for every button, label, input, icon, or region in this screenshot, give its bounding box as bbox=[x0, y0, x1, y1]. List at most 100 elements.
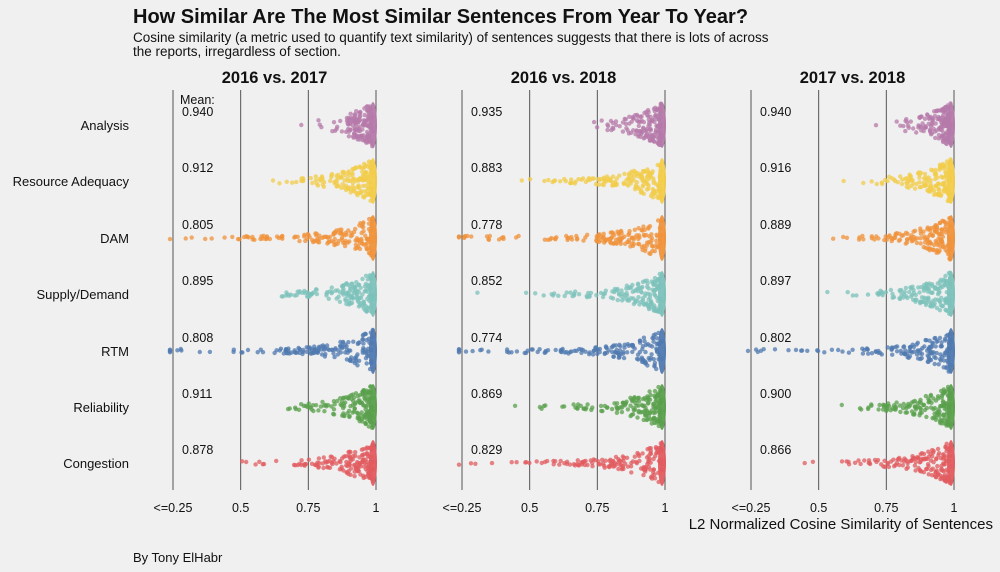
data-point bbox=[621, 466, 626, 472]
data-point bbox=[640, 344, 646, 349]
data-point bbox=[943, 421, 948, 426]
data-point bbox=[656, 384, 661, 390]
data-point bbox=[931, 247, 936, 252]
data-point bbox=[614, 347, 619, 353]
facet-title: 2016 vs. 2018 bbox=[511, 69, 617, 87]
data-point bbox=[632, 235, 637, 240]
data-point bbox=[620, 454, 625, 459]
data-point bbox=[923, 466, 929, 472]
data-point bbox=[646, 123, 651, 129]
data-point bbox=[287, 293, 292, 298]
data-point bbox=[624, 290, 629, 296]
mean-value: 0.900 bbox=[760, 387, 791, 401]
data-point bbox=[940, 456, 946, 461]
data-point bbox=[913, 292, 918, 298]
data-point bbox=[900, 405, 906, 411]
data-point bbox=[621, 351, 626, 356]
data-point bbox=[308, 405, 313, 410]
data-point bbox=[361, 165, 367, 170]
data-point bbox=[637, 349, 643, 355]
data-point bbox=[631, 241, 637, 247]
data-point bbox=[649, 301, 654, 306]
data-point bbox=[318, 404, 324, 409]
data-point bbox=[552, 291, 557, 296]
data-point bbox=[353, 246, 358, 251]
data-point bbox=[647, 138, 653, 143]
category-label: Reliability bbox=[73, 400, 129, 415]
data-point bbox=[316, 460, 322, 466]
data-point bbox=[641, 191, 646, 196]
data-point bbox=[615, 229, 620, 234]
data-point bbox=[274, 234, 280, 239]
data-point bbox=[353, 226, 358, 232]
data-point bbox=[846, 350, 852, 355]
data-point bbox=[356, 299, 361, 305]
data-point bbox=[309, 347, 315, 352]
data-point bbox=[918, 236, 923, 241]
data-point bbox=[630, 114, 635, 120]
data-point bbox=[621, 458, 626, 463]
data-point bbox=[303, 238, 308, 244]
data-point bbox=[925, 286, 930, 292]
data-point bbox=[916, 125, 921, 130]
data-point bbox=[639, 174, 645, 179]
data-point bbox=[350, 170, 355, 176]
data-point bbox=[333, 288, 338, 293]
mean-value: 0.829 bbox=[471, 443, 502, 457]
data-point bbox=[921, 470, 926, 475]
data-point bbox=[649, 191, 655, 197]
data-point bbox=[313, 231, 318, 236]
data-point bbox=[936, 451, 942, 456]
data-point bbox=[304, 349, 309, 354]
data-point bbox=[619, 298, 625, 303]
data-point bbox=[332, 354, 337, 360]
data-point bbox=[361, 224, 366, 230]
data-point bbox=[354, 464, 359, 470]
data-point bbox=[615, 297, 620, 303]
data-point bbox=[904, 180, 909, 186]
data-point bbox=[931, 460, 936, 465]
data-point bbox=[654, 232, 659, 237]
data-point bbox=[527, 177, 533, 182]
data-point bbox=[294, 293, 299, 298]
x-tick-label: 0.75 bbox=[296, 501, 320, 515]
data-point bbox=[363, 170, 369, 175]
data-point bbox=[930, 233, 935, 238]
data-point bbox=[936, 193, 941, 198]
data-point bbox=[576, 292, 582, 297]
data-point bbox=[892, 235, 898, 241]
data-point bbox=[364, 104, 369, 110]
data-point bbox=[361, 306, 366, 311]
data-point bbox=[468, 461, 474, 466]
data-point bbox=[313, 178, 318, 183]
data-point bbox=[599, 408, 604, 414]
data-point bbox=[289, 350, 294, 355]
data-point-cluster bbox=[658, 158, 666, 204]
data-point bbox=[940, 124, 945, 129]
data-point bbox=[935, 446, 941, 452]
data-point bbox=[362, 289, 367, 294]
data-point bbox=[542, 350, 547, 355]
data-point bbox=[928, 303, 933, 309]
data-point bbox=[822, 350, 827, 355]
data-point bbox=[652, 388, 658, 394]
data-point bbox=[352, 474, 357, 479]
data-point bbox=[628, 413, 633, 419]
data-point bbox=[601, 182, 606, 188]
data-point bbox=[624, 126, 629, 131]
data-point bbox=[570, 294, 575, 299]
data-point bbox=[341, 405, 346, 411]
data-point bbox=[358, 295, 364, 300]
data-point bbox=[348, 116, 354, 121]
data-point bbox=[348, 348, 353, 353]
data-point bbox=[914, 240, 920, 246]
data-point bbox=[856, 458, 861, 463]
data-point bbox=[858, 461, 863, 467]
data-point bbox=[479, 347, 484, 352]
data-point bbox=[939, 395, 944, 400]
data-point bbox=[257, 459, 262, 464]
data-point bbox=[802, 460, 807, 466]
data-point bbox=[360, 452, 365, 458]
data-point bbox=[892, 177, 897, 182]
data-point bbox=[637, 340, 643, 345]
